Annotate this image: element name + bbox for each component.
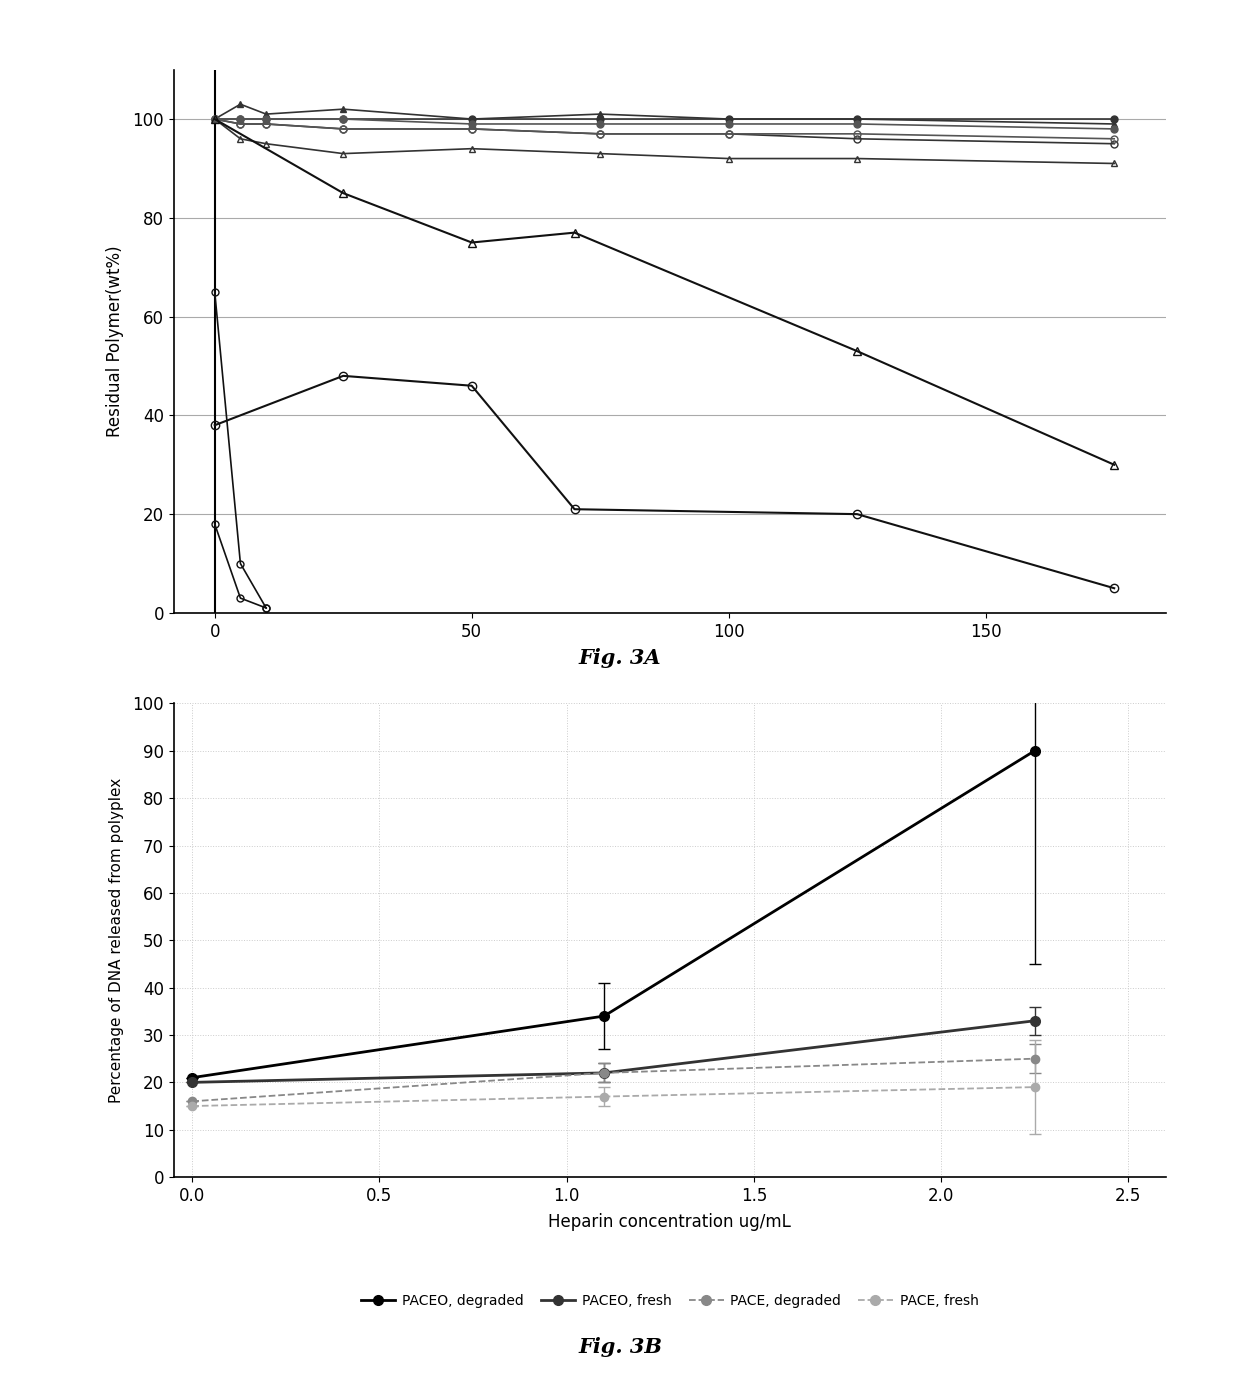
Y-axis label: Residual Polymer(wt%): Residual Polymer(wt%): [105, 245, 124, 437]
Y-axis label: Percentage of DNA released from polyplex: Percentage of DNA released from polyplex: [109, 777, 124, 1103]
Legend: PACEO, degraded, PACEO, fresh, PACE, degraded, PACE, fresh: PACEO, degraded, PACEO, fresh, PACE, deg…: [355, 1289, 985, 1314]
Text: Fig. 3A: Fig. 3A: [579, 648, 661, 667]
Text: Fig. 3B: Fig. 3B: [578, 1337, 662, 1357]
X-axis label: Heparin concentration ug/mL: Heparin concentration ug/mL: [548, 1213, 791, 1231]
